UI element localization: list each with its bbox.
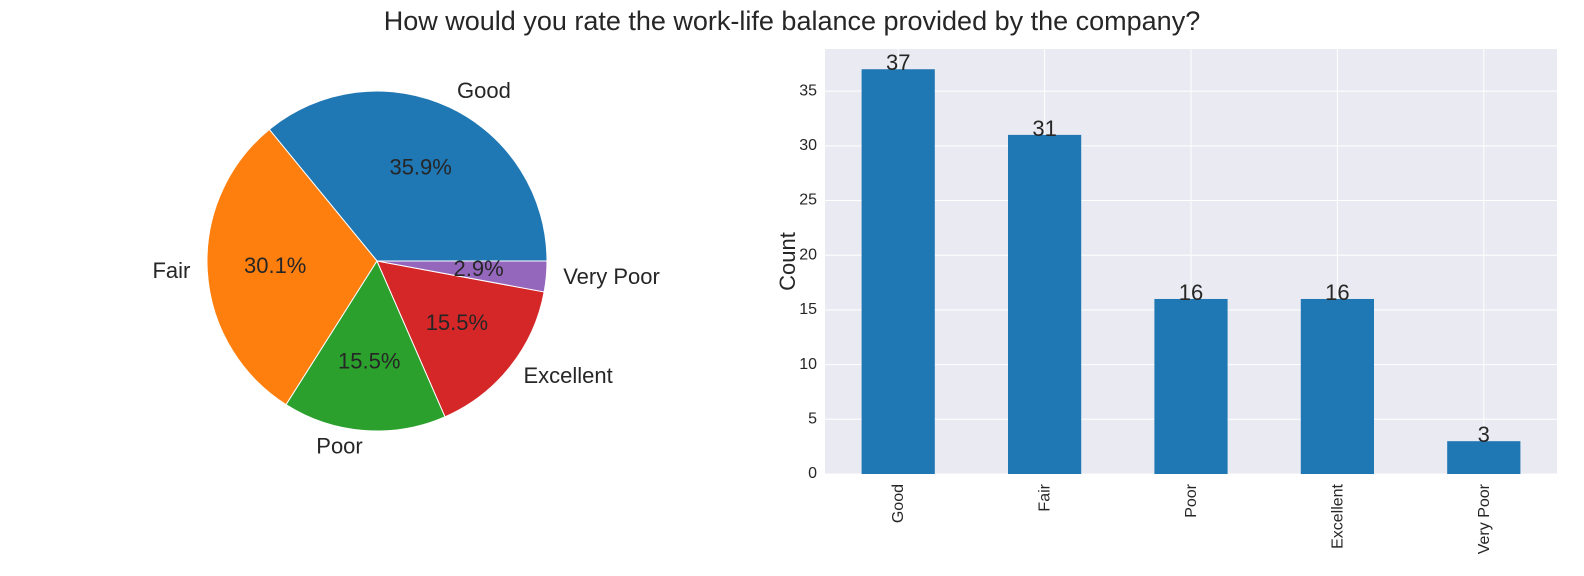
pie-percent-fair: 30.1% <box>244 253 306 278</box>
pie-chart: Good 35.9% Fair 30.1% Poor 15.5% Excellent 15.5… <box>152 78 659 458</box>
pie-label-poor: Poor <box>316 433 362 458</box>
bar-value-label-good: 37 <box>886 50 910 75</box>
pie-slice-very-poor <box>376 260 548 293</box>
pie-percent-excellent: 15.5% <box>426 310 488 335</box>
x-tick-label-fair: Fair <box>1037 483 1054 511</box>
pie-slice-poor <box>285 259 446 432</box>
bar-good <box>861 69 935 474</box>
bar-very-poor <box>1447 441 1521 474</box>
pie-slice-good <box>268 90 548 262</box>
pie-percent-good: 35.9% <box>389 155 451 180</box>
pie-label-fair: Fair <box>152 258 190 283</box>
figure-title: How would you rate the work-life balance… <box>383 6 1201 36</box>
bar-poor <box>1154 298 1228 474</box>
y-tick-label: 30 <box>799 137 817 154</box>
y-axis-label: Count <box>775 232 800 291</box>
y-tick-label: 15 <box>799 301 817 318</box>
pie-slice-excellent <box>376 260 545 418</box>
y-tick-label: 5 <box>808 411 817 428</box>
x-tick-label-very-poor: Very Poor <box>1476 483 1493 554</box>
pie-percent-very-poor: 2.9% <box>453 256 503 281</box>
pie-label-very-poor: Very Poor <box>563 264 660 289</box>
pie-slice-fair <box>206 128 378 406</box>
bar-chart: 0 5 10 15 20 25 30 35 37 Good 31 Fair 16 Poor 16 Excell… <box>775 49 1557 554</box>
x-tick-label-good: Good <box>890 484 907 523</box>
x-tick-label-poor: Poor <box>1183 483 1200 517</box>
y-tick-label: 20 <box>799 246 817 263</box>
x-tick-label-excellent: Excellent <box>1329 483 1346 548</box>
pie-label-excellent: Excellent <box>523 363 612 388</box>
bar-value-label-poor: 16 <box>1179 280 1203 305</box>
pie-percent-poor: 15.5% <box>338 349 400 374</box>
y-tick-label: 35 <box>799 82 817 99</box>
bar-fair <box>1008 134 1082 474</box>
bar-value-label-fair: 31 <box>1032 116 1056 141</box>
y-tick-label: 0 <box>808 465 817 482</box>
y-tick-label: 10 <box>799 356 817 373</box>
bar-excellent <box>1300 298 1374 474</box>
bar-value-label-very-poor: 3 <box>1478 422 1490 447</box>
bar-value-label-excellent: 16 <box>1325 280 1349 305</box>
y-tick-label: 25 <box>799 192 817 209</box>
pie-label-good: Good <box>457 78 511 103</box>
